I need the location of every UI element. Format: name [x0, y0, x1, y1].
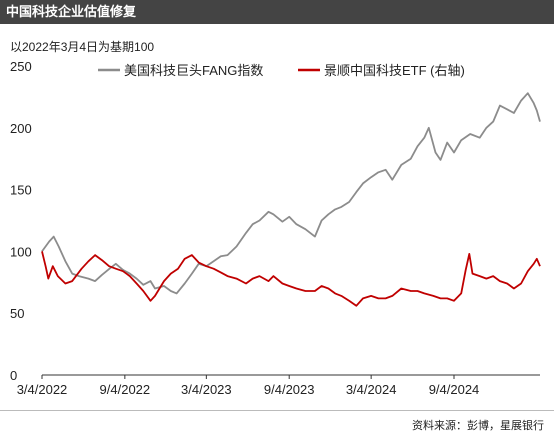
legend-label-2: 景顺中国科技ETF (右轴): [324, 63, 465, 78]
y-tick-label: 50: [10, 306, 24, 321]
x-tick-label: 3/4/2022: [17, 382, 68, 397]
series-line-2: [41, 251, 541, 307]
line-chart: 以2022年3月4日为基期100 0 50 100 150 200 250 3/4/2022 9…: [10, 40, 541, 397]
chart-subtitle: 以2022年3月4日为基期100: [10, 40, 154, 54]
x-tick-label: 9/4/2022: [100, 382, 151, 397]
source-note: 资料来源：彭博，星展银行: [412, 420, 544, 432]
chart-title-bar: 中国科技企业估值修复: [0, 0, 554, 24]
x-tick-label: 3/4/2024: [346, 382, 397, 397]
footer-divider: [0, 410, 554, 411]
y-tick-label: 250: [10, 59, 32, 74]
series-line-1: [41, 92, 541, 295]
legend-label-1: 美国科技巨头FANG指数: [124, 63, 263, 78]
x-tick-label: 9/4/2023: [264, 382, 315, 397]
y-tick-label: 100: [10, 244, 32, 259]
y-tick-label: 0: [10, 368, 17, 383]
x-tick-label: 3/4/2023: [181, 382, 232, 397]
x-tick-label: 9/4/2024: [429, 382, 480, 397]
chart-title: 中国科技企业估值修复: [6, 4, 137, 19]
y-tick-label: 200: [10, 121, 32, 136]
y-tick-label: 150: [10, 183, 32, 198]
